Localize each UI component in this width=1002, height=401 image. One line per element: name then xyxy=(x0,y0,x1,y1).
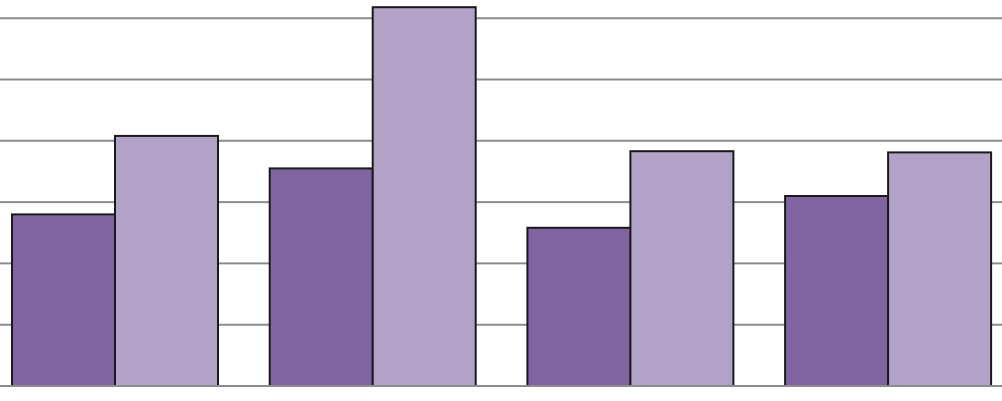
bar-group-3-series-1 xyxy=(526,226,632,387)
bar-group-4-series-2 xyxy=(887,151,993,387)
bar-group-4-series-1 xyxy=(784,195,890,387)
bars xyxy=(11,6,993,387)
bar-group-2-series-1 xyxy=(268,167,374,387)
bar-group-1-series-2 xyxy=(114,134,219,387)
bar-group-3-series-2 xyxy=(629,150,735,387)
bar-group-1-series-1 xyxy=(11,213,116,387)
bar-group-2-series-2 xyxy=(371,6,477,387)
